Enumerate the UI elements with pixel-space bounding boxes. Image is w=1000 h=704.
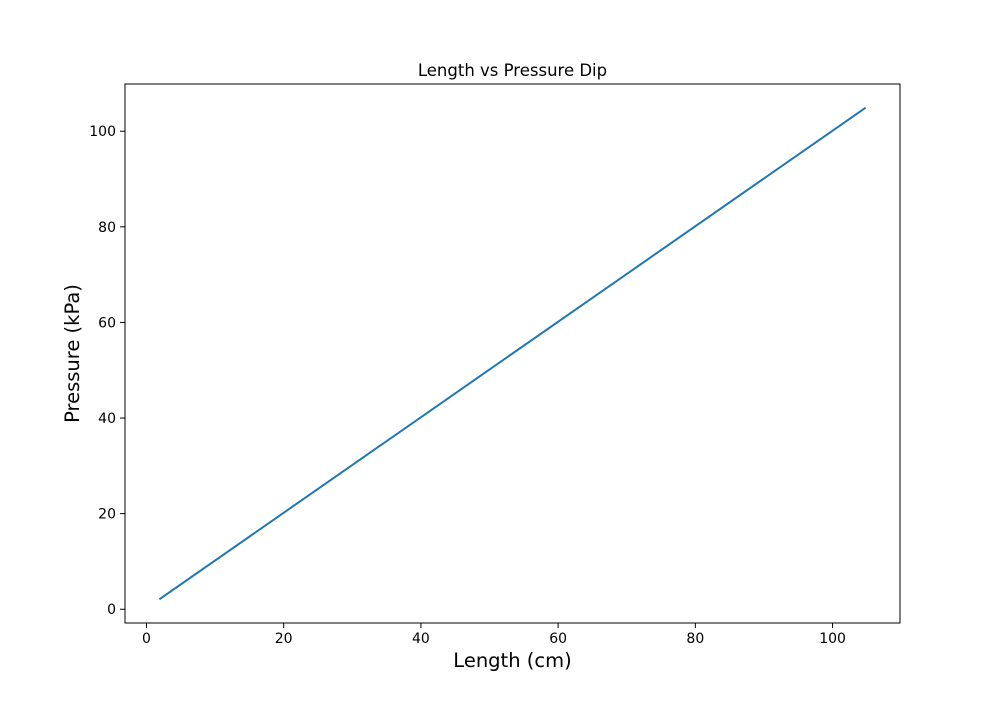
x-tick-label: 20 xyxy=(275,631,293,647)
x-tick-label: 80 xyxy=(686,631,704,647)
y-tick-label: 80 xyxy=(98,220,116,236)
y-tick-label: 0 xyxy=(107,602,116,618)
y-axis-ticks: 0 20 40 60 80 100 xyxy=(89,124,125,618)
series-line-1 xyxy=(158,106,867,601)
plot-series xyxy=(158,106,867,601)
y-tick-label: 60 xyxy=(98,315,116,331)
plot-frame xyxy=(124,83,901,624)
x-tick-label: 40 xyxy=(412,631,430,647)
chart-title: Length vs Pressure Dip xyxy=(418,61,607,80)
x-tick-label: 100 xyxy=(819,631,846,647)
x-tick-label: 0 xyxy=(142,631,151,647)
x-axis-ticks: 0 20 40 60 80 100 xyxy=(142,623,846,647)
y-tick-label: 20 xyxy=(98,507,116,523)
y-axis-label: Pressure (kPa) xyxy=(61,284,84,423)
x-axis-label: Length (cm) xyxy=(453,649,571,672)
x-tick-label: 60 xyxy=(549,631,567,647)
y-tick-label: 100 xyxy=(89,124,116,140)
y-tick-label: 40 xyxy=(98,411,116,427)
